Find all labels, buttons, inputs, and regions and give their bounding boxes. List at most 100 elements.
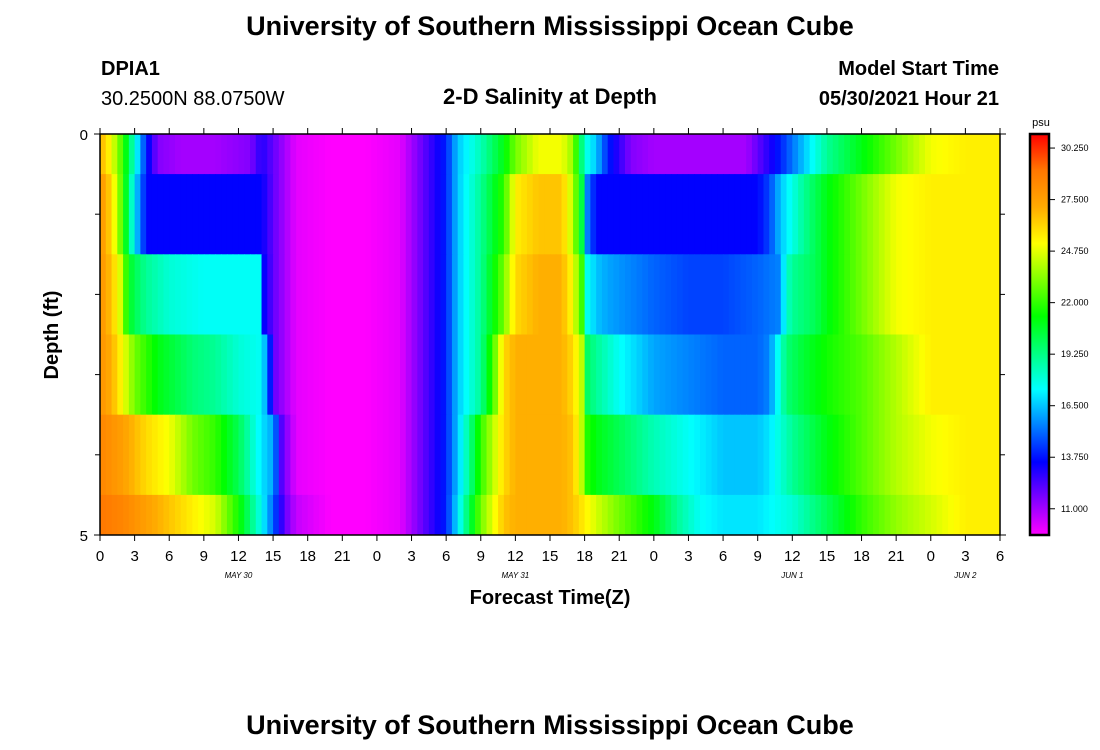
colorbar-tick-label: 16.500 <box>1061 401 1089 411</box>
colorbar-ticks: 30.250 27.500 24.750 22.000 19.250 16.500 13.7… <box>1049 143 1089 514</box>
heatmap-cell <box>982 414 990 496</box>
heatmap-cell <box>469 414 476 496</box>
heatmap-cell <box>723 334 730 416</box>
heatmap-cell <box>313 254 320 336</box>
heatmap-cell <box>278 174 286 255</box>
heatmap-cell <box>607 334 615 416</box>
heatmap-cell <box>105 494 113 535</box>
heatmap-cell <box>198 254 205 336</box>
heatmap-cell <box>209 414 216 496</box>
heatmap-cell <box>146 494 153 535</box>
heatmap-cell <box>486 334 493 416</box>
heatmap-cell <box>596 494 603 535</box>
heatmap-cell <box>648 134 655 175</box>
heatmap-cell <box>913 334 920 416</box>
heatmap-cell <box>625 254 632 336</box>
x-tick-label: 18 <box>576 548 593 565</box>
heatmap-cell <box>526 334 534 416</box>
heatmap-cell <box>994 174 1000 255</box>
heatmap-cell <box>826 494 834 535</box>
heatmap-cell <box>798 174 805 255</box>
heatmap-cell <box>659 414 666 496</box>
heatmap-cell <box>919 174 926 255</box>
heatmap-cell <box>301 334 309 416</box>
heatmap-cell <box>751 134 759 175</box>
heatmap-cell <box>284 134 291 175</box>
heatmap-cell <box>607 254 615 336</box>
heatmap-cell <box>948 254 955 336</box>
heatmap-cell <box>417 334 424 416</box>
heatmap-cell <box>532 134 540 175</box>
heatmap-cell <box>890 254 897 336</box>
heatmap-cell <box>746 174 753 255</box>
heatmap-cell <box>134 134 141 175</box>
heatmap-cell <box>509 134 516 175</box>
heatmap-cell <box>959 134 966 175</box>
heatmap-cell <box>578 494 586 535</box>
heatmap-cell <box>803 254 811 336</box>
heatmap-cell <box>146 174 153 255</box>
heatmap-cell <box>965 334 972 416</box>
heatmap-cell <box>515 494 522 535</box>
heatmap-cell <box>965 494 972 535</box>
heatmap-cell <box>423 414 430 496</box>
heatmap-cell <box>209 334 216 416</box>
heatmap-cell <box>486 414 493 496</box>
heatmap-cell <box>567 494 574 535</box>
heatmap-cell <box>244 334 251 416</box>
heatmap-cell <box>238 414 245 496</box>
heatmap-cell <box>134 494 141 535</box>
heatmap-cell <box>336 414 343 496</box>
heatmap-cell <box>411 494 418 535</box>
heatmap-cell <box>151 134 159 175</box>
heatmap-cell <box>803 134 811 175</box>
heatmap-cell <box>590 414 597 496</box>
heatmap-cell <box>561 254 568 336</box>
heatmap-cell <box>890 134 897 175</box>
heatmap-cell <box>255 254 263 336</box>
heatmap-cell <box>890 334 897 416</box>
heatmap-cell <box>382 334 390 416</box>
heatmap-cell <box>301 254 309 336</box>
heatmap-cell <box>532 494 540 535</box>
heatmap-cell <box>342 414 349 496</box>
heatmap-cell <box>976 134 984 175</box>
heatmap-cell <box>976 254 984 336</box>
heatmap-cell <box>296 334 303 416</box>
heatmap-cell <box>215 414 222 496</box>
heatmap-cell <box>480 334 488 416</box>
heatmap-cell <box>896 494 903 535</box>
heatmap-cell <box>982 254 990 336</box>
heatmap-cell <box>371 254 378 336</box>
heatmap-cell <box>250 494 257 535</box>
heatmap-cell <box>769 134 776 175</box>
heatmap-cell <box>198 494 205 535</box>
heatmap-cell <box>186 334 193 416</box>
heatmap-cell <box>601 414 609 496</box>
heatmap-cell <box>959 254 966 336</box>
heatmap-cell <box>140 334 147 416</box>
heatmap-cell <box>751 494 759 535</box>
heatmap-cell <box>521 494 528 535</box>
heatmap-cell <box>515 254 522 336</box>
heatmap-cell <box>221 254 228 336</box>
heatmap-cell <box>100 254 107 336</box>
heatmap-cell <box>740 134 747 175</box>
heatmap-cell <box>671 414 678 496</box>
heatmap-cell <box>688 414 695 496</box>
heatmap-cell <box>642 414 649 496</box>
heatmap-cell <box>930 334 938 416</box>
heatmap-cell <box>336 334 343 416</box>
heatmap-cell <box>446 334 453 416</box>
heatmap-cell <box>457 254 465 336</box>
heatmap-cell <box>417 254 424 336</box>
heatmap-cell <box>250 134 257 175</box>
heatmap-cell <box>682 134 690 175</box>
heatmap-cell <box>469 494 476 535</box>
heatmap-cell <box>959 334 966 416</box>
heatmap-cell <box>769 254 776 336</box>
heatmap-cell <box>100 414 107 496</box>
colorbar-tick-label: 30.250 <box>1061 143 1089 153</box>
heatmap-cell <box>746 494 753 535</box>
heatmap-cell <box>313 334 320 416</box>
